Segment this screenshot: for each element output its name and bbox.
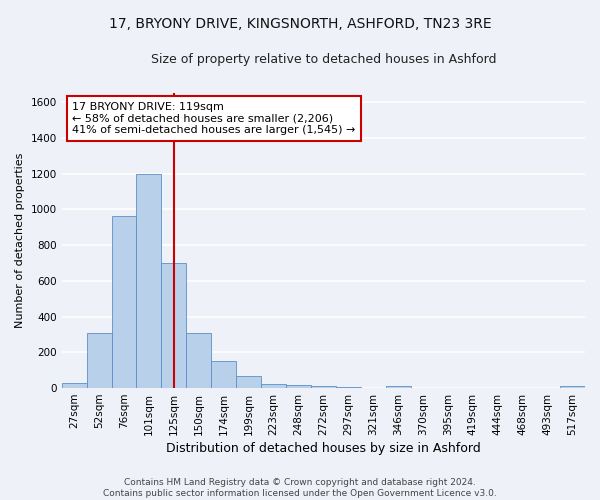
Bar — [211, 361, 236, 388]
Text: Contains HM Land Registry data © Crown copyright and database right 2024.
Contai: Contains HM Land Registry data © Crown c… — [103, 478, 497, 498]
Bar — [286, 386, 311, 388]
Bar — [136, 174, 161, 388]
Title: Size of property relative to detached houses in Ashford: Size of property relative to detached ho… — [151, 52, 496, 66]
Bar — [236, 376, 261, 388]
Bar — [560, 386, 585, 388]
Bar — [386, 386, 410, 388]
Bar — [311, 386, 336, 388]
Text: 17, BRYONY DRIVE, KINGSNORTH, ASHFORD, TN23 3RE: 17, BRYONY DRIVE, KINGSNORTH, ASHFORD, T… — [109, 18, 491, 32]
Text: 17 BRYONY DRIVE: 119sqm
← 58% of detached houses are smaller (2,206)
41% of semi: 17 BRYONY DRIVE: 119sqm ← 58% of detache… — [72, 102, 356, 135]
Bar — [261, 384, 286, 388]
Bar — [86, 332, 112, 388]
Bar — [62, 382, 86, 388]
X-axis label: Distribution of detached houses by size in Ashford: Distribution of detached houses by size … — [166, 442, 481, 455]
Y-axis label: Number of detached properties: Number of detached properties — [15, 153, 25, 328]
Bar — [112, 216, 136, 388]
Bar — [161, 263, 186, 388]
Bar — [186, 332, 211, 388]
Bar — [336, 387, 361, 388]
